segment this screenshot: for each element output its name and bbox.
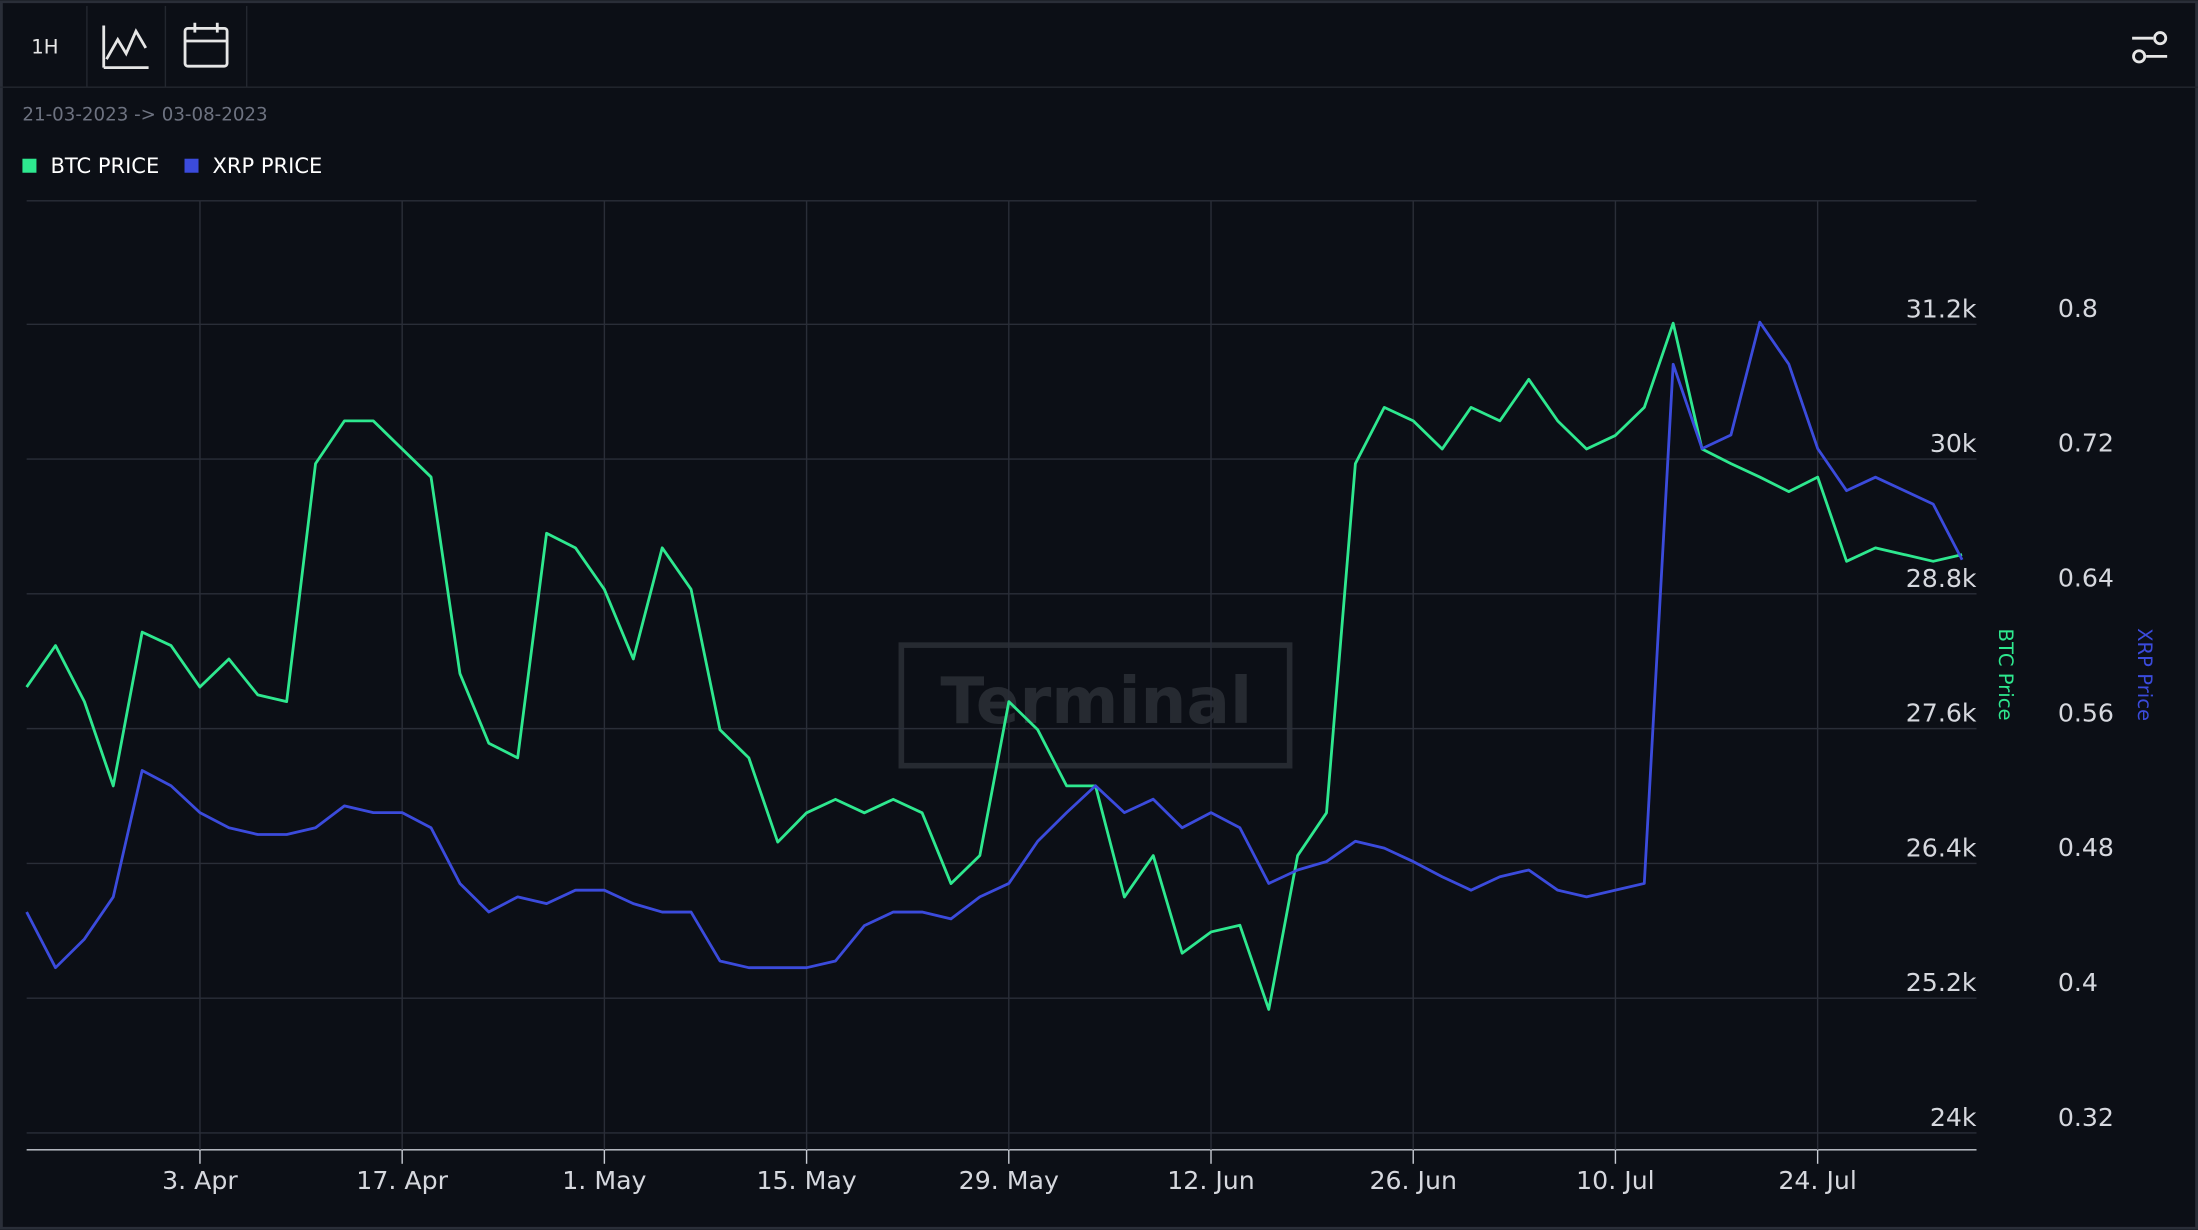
y2-tick-label: 0.64: [2058, 564, 2114, 593]
y2-tick-label: 0.4: [2058, 968, 2098, 997]
calendar-icon[interactable]: [183, 22, 229, 68]
x-tick-label: 29. May: [959, 1166, 1059, 1195]
y2-tick-label: 0.8: [2058, 294, 2098, 323]
series-line: [25, 321, 1963, 1011]
y-tick-label: 25.2k: [1906, 968, 1977, 997]
date-range: 21-03-2023 -> 03-08-2023: [22, 104, 267, 125]
y2-tick-label: 0.56: [2058, 698, 2114, 727]
plot: [25, 320, 1964, 1011]
watermark: Terminal: [940, 664, 1252, 739]
y2-tick-label: 0.72: [2058, 429, 2114, 458]
x-tick-label: 24. Jul: [1778, 1166, 1857, 1195]
y-axis-title: BTC Price: [1994, 629, 2017, 721]
y-tick-label: 30k: [1930, 429, 1977, 458]
chart-type-icon[interactable]: [102, 25, 149, 70]
y-tick-label: 27.6k: [1906, 699, 1977, 728]
y-tick-label: 28.8k: [1906, 564, 1977, 593]
legend-swatch: [22, 158, 37, 173]
legend-label: BTC PRICE: [50, 153, 159, 178]
y-tick-label: 26.4k: [1906, 833, 1977, 862]
x-tick-label: 17. Apr: [356, 1166, 448, 1195]
legend-label: XRP PRICE: [213, 153, 323, 178]
y2-axis-title: XRP Price: [2133, 628, 2156, 721]
x-tick-label: 3. Apr: [162, 1166, 238, 1195]
x-tick-label: 10. Jul: [1576, 1166, 1655, 1195]
y2-tick-label: 0.48: [2058, 833, 2114, 862]
x-tick-label: 15. May: [756, 1166, 856, 1195]
x-tick-label: 12. Jun: [1167, 1166, 1255, 1195]
y-tick-label: 24k: [1930, 1103, 1977, 1132]
series-line: [25, 320, 1964, 970]
x-tick-label: 1. May: [562, 1166, 646, 1195]
y2-tick-label: 0.32: [2058, 1103, 2114, 1132]
y-tick-label: 31.2k: [1906, 294, 1977, 323]
grid: [26, 200, 1977, 1164]
watermark-box: [898, 642, 1293, 769]
settings-icon[interactable]: [2132, 31, 2168, 64]
axes: 24k 25.2k 26.4k 27.6k 28.8k 30k 31.2k 0.32 0.4 0.…: [22, 153, 2156, 1195]
x-tick-label: 26. Jun: [1369, 1166, 1457, 1195]
legend-swatch: [184, 158, 199, 173]
interval-button[interactable]: 1H: [31, 35, 58, 58]
